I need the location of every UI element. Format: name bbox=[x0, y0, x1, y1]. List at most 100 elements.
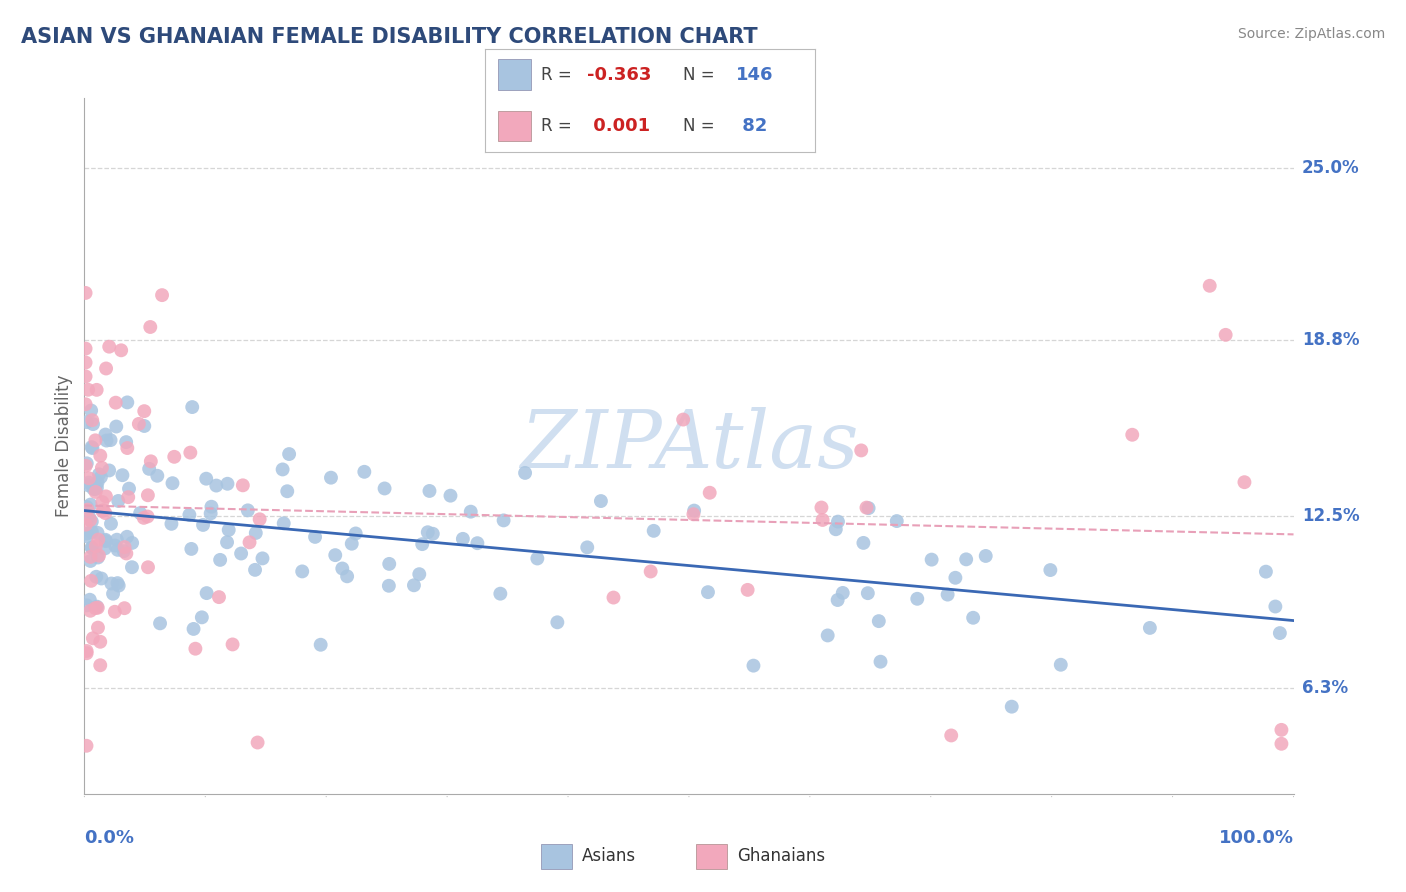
Point bbox=[278, 447, 301, 461]
Bar bbox=[498, 111, 531, 141]
Point bbox=[1049, 657, 1071, 672]
Point bbox=[91, 504, 114, 518]
Point bbox=[467, 536, 489, 550]
Point bbox=[683, 503, 706, 517]
Point bbox=[104, 605, 127, 619]
Point bbox=[118, 482, 141, 496]
Point bbox=[217, 476, 239, 491]
Point bbox=[273, 516, 295, 531]
Point bbox=[98, 463, 121, 477]
Point bbox=[79, 498, 101, 512]
Point bbox=[117, 395, 139, 409]
Point bbox=[737, 582, 759, 597]
Point bbox=[855, 500, 877, 515]
Point bbox=[82, 441, 104, 455]
Point bbox=[94, 533, 117, 547]
Point bbox=[79, 604, 101, 618]
Point bbox=[291, 565, 314, 579]
Text: ASIAN VS GHANAIAN FEMALE DISABILITY CORRELATION CHART: ASIAN VS GHANAIAN FEMALE DISABILITY CORR… bbox=[21, 27, 758, 46]
Point bbox=[418, 483, 440, 498]
Point bbox=[139, 454, 162, 468]
Point bbox=[1039, 563, 1062, 577]
Point bbox=[271, 462, 294, 476]
Point bbox=[86, 383, 108, 397]
Point bbox=[246, 735, 269, 749]
Point bbox=[1264, 599, 1286, 614]
Point bbox=[179, 445, 201, 459]
Point bbox=[589, 494, 612, 508]
Point bbox=[105, 533, 128, 547]
Text: R =: R = bbox=[541, 117, 578, 135]
Point bbox=[136, 509, 159, 524]
Point bbox=[80, 541, 103, 555]
Point bbox=[136, 560, 159, 574]
Point bbox=[114, 601, 136, 615]
Point bbox=[191, 610, 214, 624]
Point bbox=[112, 544, 135, 558]
Point bbox=[526, 551, 548, 566]
Point bbox=[945, 571, 967, 585]
Point bbox=[76, 502, 98, 516]
Point bbox=[439, 489, 461, 503]
Point bbox=[76, 529, 98, 543]
Point bbox=[374, 482, 396, 496]
Point bbox=[107, 579, 129, 593]
Point bbox=[195, 472, 218, 486]
Point bbox=[319, 471, 342, 485]
Point bbox=[1121, 427, 1143, 442]
Point bbox=[134, 419, 156, 434]
Text: N =: N = bbox=[683, 117, 720, 135]
Bar bbox=[498, 59, 531, 90]
Text: 0.0%: 0.0% bbox=[84, 829, 135, 847]
Point bbox=[416, 525, 439, 540]
Point bbox=[344, 526, 367, 541]
Point bbox=[672, 412, 695, 426]
Point bbox=[89, 634, 111, 648]
Point bbox=[80, 403, 103, 417]
Point bbox=[75, 369, 97, 384]
Point bbox=[238, 535, 260, 549]
Point bbox=[75, 458, 97, 473]
Point bbox=[974, 549, 997, 563]
Text: 100.0%: 100.0% bbox=[1219, 829, 1294, 847]
Point bbox=[831, 586, 853, 600]
Point bbox=[98, 340, 121, 354]
Text: -0.363: -0.363 bbox=[588, 66, 652, 84]
Point bbox=[451, 532, 474, 546]
Point bbox=[75, 342, 97, 356]
Text: Ghanaians: Ghanaians bbox=[737, 847, 825, 865]
Point bbox=[1233, 475, 1256, 490]
Point bbox=[232, 478, 254, 492]
Text: 0.001: 0.001 bbox=[588, 117, 651, 135]
Point bbox=[163, 450, 186, 464]
Point bbox=[94, 427, 117, 442]
Point bbox=[82, 413, 104, 427]
Text: 146: 146 bbox=[737, 66, 773, 84]
Point bbox=[411, 537, 433, 551]
Text: 12.5%: 12.5% bbox=[1302, 507, 1360, 524]
Point bbox=[162, 476, 184, 491]
Point bbox=[811, 513, 834, 527]
Point bbox=[100, 576, 122, 591]
Point bbox=[810, 500, 832, 515]
Point bbox=[378, 579, 401, 593]
Point bbox=[110, 343, 132, 358]
Point bbox=[84, 570, 107, 584]
Point bbox=[852, 536, 875, 550]
Point bbox=[94, 534, 117, 549]
Point bbox=[75, 355, 97, 369]
Point bbox=[84, 539, 107, 553]
Point bbox=[79, 592, 101, 607]
Point bbox=[87, 621, 110, 635]
Point bbox=[1139, 621, 1161, 635]
Text: ZIPAtlas: ZIPAtlas bbox=[520, 408, 858, 484]
Point bbox=[104, 539, 127, 553]
Point bbox=[243, 563, 266, 577]
Point bbox=[209, 553, 232, 567]
Point bbox=[76, 644, 98, 658]
Point bbox=[353, 465, 375, 479]
Point bbox=[936, 588, 959, 602]
Point bbox=[77, 383, 100, 397]
Point bbox=[851, 443, 873, 458]
Point bbox=[100, 433, 122, 447]
